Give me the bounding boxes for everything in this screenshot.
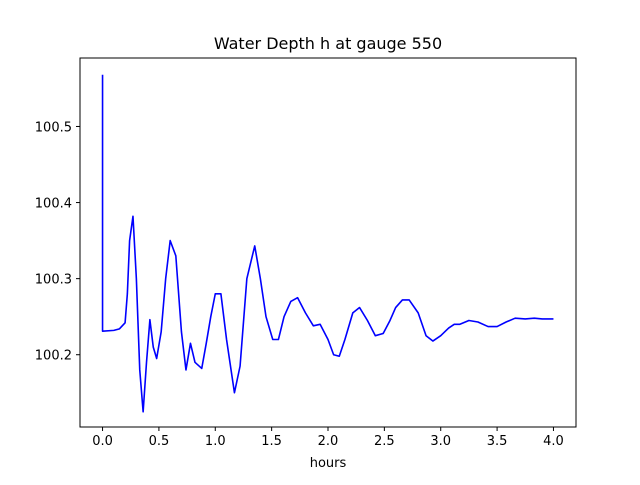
y-tick-label: 100.5 <box>35 120 72 135</box>
x-axis-label: hours <box>310 456 347 471</box>
chart-title: Water Depth h at gauge 550 <box>214 34 442 53</box>
x-tick-label: 0.5 <box>149 434 170 449</box>
plot-frame <box>79 57 577 428</box>
x-tick-label: 4.0 <box>543 434 564 449</box>
x-tick-label: 1.5 <box>261 434 282 449</box>
y-tick-label: 100.4 <box>35 197 72 212</box>
x-tick-label: 3.0 <box>430 434 451 449</box>
y-tick-label: 100.3 <box>35 273 72 288</box>
x-tick-label: 2.5 <box>374 434 395 449</box>
plot-area: 0.0 0.5 1.0 1.5 2.0 2.5 3.0 3.5 4.0 100.2 100.3 100… <box>35 57 577 449</box>
series-line-0 <box>101 74 554 413</box>
x-tick-label: 3.5 <box>487 434 508 449</box>
x-tick-label: 1.0 <box>205 434 226 449</box>
y-tick-label: 100.2 <box>35 349 72 364</box>
x-tick-label: 0.0 <box>92 434 113 449</box>
x-tick-label: 2.0 <box>318 434 339 449</box>
